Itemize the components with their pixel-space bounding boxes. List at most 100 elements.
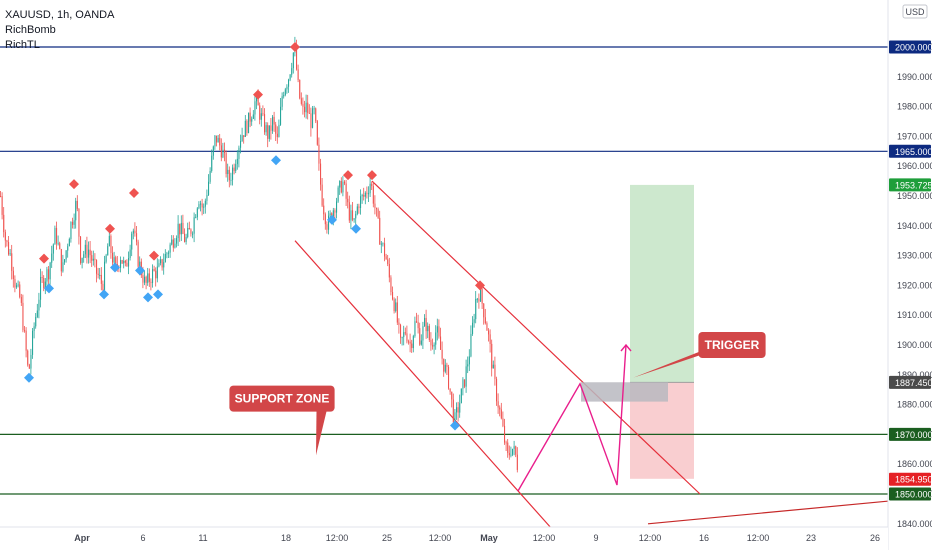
lower-trend-line[interactable] xyxy=(647,496,932,525)
marker-low-11[interactable] xyxy=(153,289,163,300)
candle-body-234 xyxy=(374,203,376,208)
candle-body-223 xyxy=(356,206,358,214)
price-tag-1[interactable] xyxy=(889,144,931,158)
candle-body-7 xyxy=(11,253,13,271)
price-tag-0[interactable] xyxy=(889,40,931,54)
candle-body-188 xyxy=(300,98,302,104)
callout-pointer-1 xyxy=(633,349,719,378)
candle-body-86 xyxy=(137,241,139,267)
candle-body-13 xyxy=(20,297,22,303)
marker-high-1[interactable] xyxy=(39,253,49,264)
marker-high-5[interactable] xyxy=(105,223,115,234)
candle-body-126 xyxy=(201,203,203,208)
candle-body-318 xyxy=(508,452,510,456)
candle-body-0 xyxy=(0,196,2,197)
candle-body-1 xyxy=(1,196,3,215)
price-tag-label-7: 1850.000 xyxy=(895,490,932,500)
candle-body-238 xyxy=(380,243,382,245)
marker-low-2[interactable] xyxy=(44,283,54,294)
symbol-title[interactable]: XAUUSD, 1h, OANDA xyxy=(5,9,115,21)
channel-lower-line[interactable] xyxy=(294,240,551,528)
candle-body-159 xyxy=(254,101,256,115)
candle-body-189 xyxy=(302,103,304,107)
candle-body-155 xyxy=(248,112,250,134)
x-tick-8: 12:00 xyxy=(533,533,556,543)
candle-body-290 xyxy=(464,379,466,387)
indicator-richbomb[interactable]: RichBomb xyxy=(5,24,56,36)
marker-low-8[interactable] xyxy=(135,265,145,276)
candle-body-222 xyxy=(355,213,357,219)
marker-high-3[interactable] xyxy=(69,179,79,190)
marker-high-14[interactable] xyxy=(290,42,300,52)
entry-box[interactable] xyxy=(581,382,668,402)
candle-body-49 xyxy=(78,208,80,237)
marker-low-0[interactable] xyxy=(24,372,34,383)
price-tag-label-3: 1953.725 xyxy=(895,180,932,190)
candle-body-62 xyxy=(99,274,101,276)
projection-path[interactable] xyxy=(517,344,627,492)
candle-body-252 xyxy=(403,332,405,338)
candle-body-293 xyxy=(468,356,470,365)
marker-high-16[interactable] xyxy=(343,170,353,181)
price-tag-2[interactable] xyxy=(889,427,931,441)
candle-body-274 xyxy=(438,326,440,337)
price-tag-4[interactable] xyxy=(889,375,931,389)
candle-body-68 xyxy=(108,235,110,247)
candle-body-132 xyxy=(211,155,213,171)
currency-badge[interactable] xyxy=(902,4,928,19)
price-tag-label-4: 1887.450 xyxy=(895,378,932,388)
indicator-richtl[interactable]: RichTL xyxy=(5,39,40,51)
channel-upper-line[interactable] xyxy=(371,180,701,495)
candle-body-121 xyxy=(193,217,195,234)
marker-low-4[interactable] xyxy=(99,289,109,300)
marker-low-17[interactable] xyxy=(351,223,361,234)
candle-body-2 xyxy=(3,214,5,233)
candle-body-215 xyxy=(344,181,346,184)
candle-body-275 xyxy=(440,336,442,350)
candle-body-17 xyxy=(27,350,29,365)
candle-body-116 xyxy=(185,237,187,242)
candle-body-47 xyxy=(75,200,77,221)
candle-body-128 xyxy=(204,200,206,207)
candle-body-286 xyxy=(457,407,459,413)
marker-high-10[interactable] xyxy=(149,250,159,261)
marker-high-18[interactable] xyxy=(367,170,377,181)
marker-high-12[interactable] xyxy=(253,89,263,100)
candle-body-110 xyxy=(176,238,178,244)
candle-body-250 xyxy=(400,324,402,338)
price-tag-7[interactable] xyxy=(889,487,931,501)
candle-body-272 xyxy=(435,332,437,345)
y-tick-0: 1840.000 xyxy=(897,519,932,529)
y-tick-11: 1950.000 xyxy=(897,191,932,201)
marker-high-7[interactable] xyxy=(129,188,139,199)
candle-body-104 xyxy=(166,253,168,255)
candle-body-46 xyxy=(73,220,75,225)
price-tag-3[interactable] xyxy=(889,178,931,192)
y-tick-12: 1960.000 xyxy=(897,161,932,171)
candle-body-149 xyxy=(238,147,240,159)
price-tag-6[interactable] xyxy=(889,472,931,486)
candle-body-193 xyxy=(308,112,310,114)
candle-body-201 xyxy=(321,184,323,206)
candle-body-39 xyxy=(62,262,64,272)
candle-body-211 xyxy=(337,187,339,202)
marker-low-13[interactable] xyxy=(271,155,281,166)
marker-low-6[interactable] xyxy=(110,262,120,273)
marker-low-9[interactable] xyxy=(143,292,153,303)
marker-low-19[interactable] xyxy=(450,420,460,431)
marker-high-20[interactable] xyxy=(475,280,485,291)
candle-body-44 xyxy=(70,221,72,240)
candle-body-301 xyxy=(481,288,483,304)
chart-legend: XAUUSD, 1h, OANDA RichBomb RichTL xyxy=(5,8,114,53)
candle-body-295 xyxy=(472,322,474,334)
y-tick-8: 1920.000 xyxy=(897,280,932,290)
candle-body-244 xyxy=(390,277,392,293)
candle-body-37 xyxy=(59,243,61,250)
marker-low-15[interactable] xyxy=(327,214,337,225)
candle-body-182 xyxy=(291,68,293,75)
callout-box-1[interactable] xyxy=(698,332,766,358)
callout-box-0[interactable] xyxy=(229,385,335,412)
candle-body-91 xyxy=(145,276,147,283)
candle-body-172 xyxy=(275,124,277,134)
